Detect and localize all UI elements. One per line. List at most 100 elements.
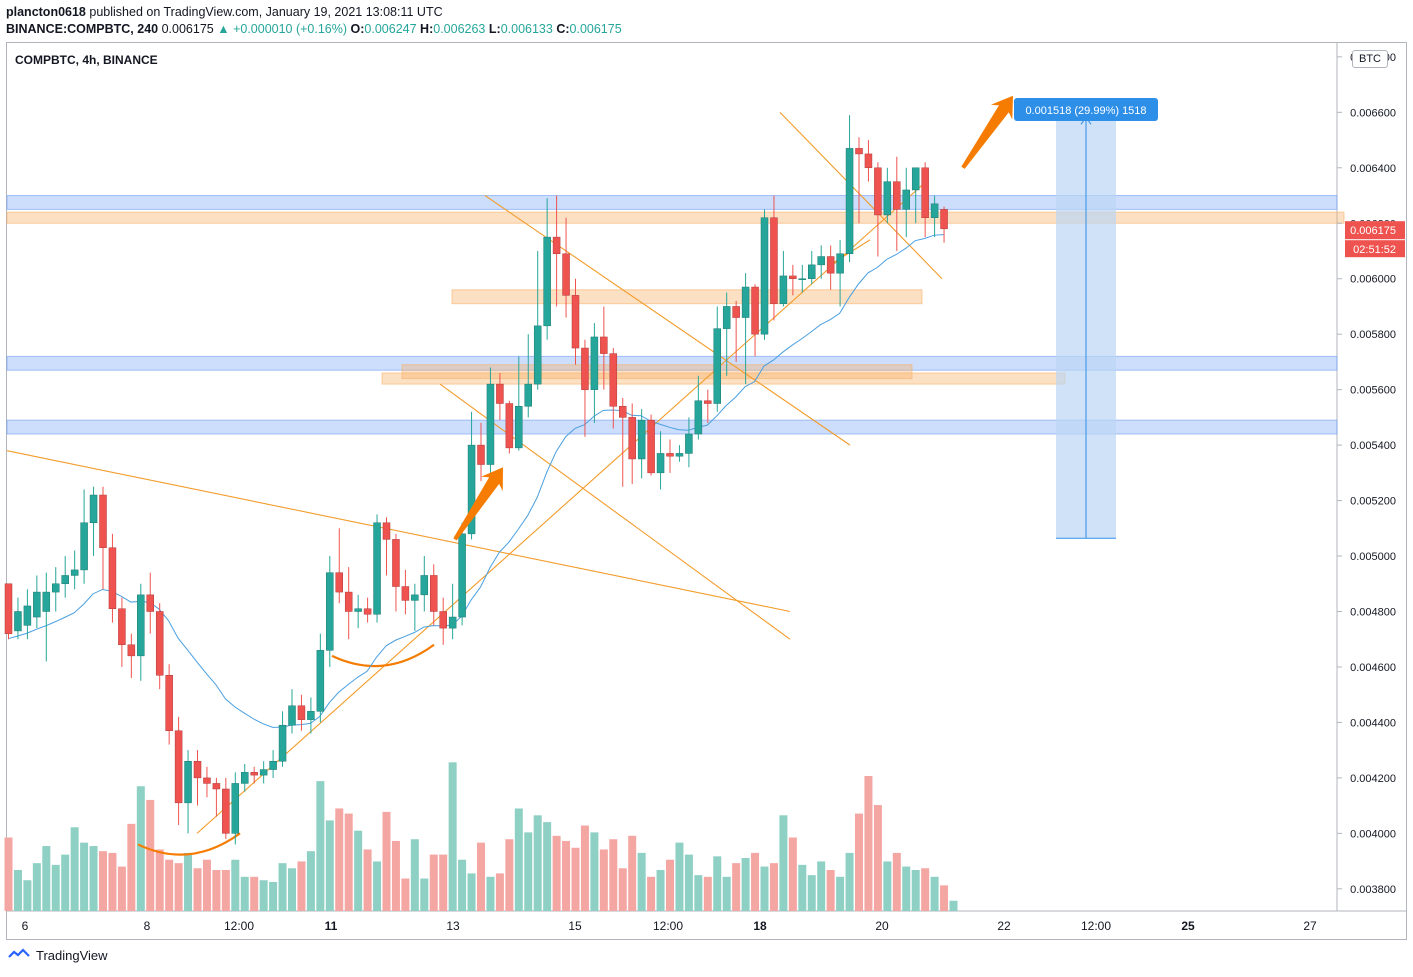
author-name[interactable]: plancton0618 (6, 5, 86, 19)
candle-body (70, 569, 79, 576)
price-axis[interactable]: 0.0068000.0066000.0064000.0062000.006000… (1337, 52, 1405, 896)
price-tick-label: 0.004600 (1350, 662, 1396, 674)
candle-body (382, 522, 391, 540)
candle (316, 633, 325, 723)
price-tick-label: 0.004200 (1350, 773, 1396, 785)
volume-bar (656, 869, 665, 911)
candle (89, 486, 98, 557)
candle (448, 583, 457, 640)
candle-body (864, 153, 873, 169)
candle-body (940, 209, 948, 230)
candle-body (174, 730, 183, 804)
candle-body (789, 275, 797, 279)
candle (42, 572, 51, 662)
volume-bar (269, 881, 278, 911)
candle-body (770, 217, 778, 304)
volume-bar (61, 854, 70, 911)
open-value: 0.006247 (364, 22, 417, 36)
volume-bar (911, 869, 920, 911)
volume-bar (836, 876, 845, 911)
price-tick-label: 0.004800 (1350, 606, 1396, 618)
tradingview-footer[interactable]: TradingView (8, 948, 108, 963)
candle (222, 777, 230, 839)
volume-bar (42, 846, 51, 911)
candle-body (241, 772, 249, 784)
volume-bar (873, 805, 882, 911)
candle (411, 583, 419, 631)
candle-body (212, 783, 221, 790)
candle-body (477, 444, 485, 465)
price-range-measure[interactable]: 0.001518 (29.99%) 1518 (1014, 98, 1158, 539)
candle-body (354, 608, 362, 612)
resistance-zone-blue (6, 195, 1338, 210)
candle (307, 697, 315, 734)
resistance-zone-blue (6, 419, 1338, 435)
candle (902, 167, 910, 238)
candle-body (921, 167, 929, 218)
volume-bar (543, 822, 552, 911)
candle (392, 533, 400, 612)
last-price-badge (1345, 221, 1405, 240)
last-price: 0.006175 (161, 22, 214, 36)
candle-body (486, 383, 495, 465)
candle (420, 556, 429, 612)
price-tick-label: 0.005000 (1350, 551, 1396, 563)
volume-bar (202, 859, 211, 911)
candle-body (80, 522, 88, 571)
volume-bar (609, 839, 618, 911)
volume-bar (288, 868, 296, 911)
time-tick-label: 22 (997, 919, 1011, 933)
candle-body (401, 586, 410, 601)
candle (99, 486, 107, 590)
candle-body (411, 594, 419, 601)
currency-button[interactable]: BTC (1352, 50, 1388, 68)
candle-body (61, 575, 69, 585)
candle-body (552, 236, 561, 255)
candle-body (420, 575, 429, 596)
close-value: 0.006175 (569, 22, 622, 36)
volume-bar (533, 815, 542, 911)
candle-body (458, 533, 466, 618)
candle-body (99, 494, 107, 548)
candle (722, 292, 731, 376)
high-label: H: (420, 22, 434, 36)
price-tick-label: 0.005800 (1350, 329, 1396, 341)
volume-bar (108, 852, 117, 911)
time-axis[interactable]: 6 8 12:00 11 13 15 12:00 18 20 22 12:00 25 27 (22, 919, 1317, 933)
volume-bar (495, 873, 504, 911)
candle (770, 195, 778, 321)
candle (552, 195, 561, 307)
orange-arrow-icon (453, 467, 503, 541)
support-resistance-zones (6, 195, 1345, 435)
candle (212, 777, 221, 817)
candle-body (760, 217, 769, 335)
candle (713, 306, 721, 412)
candle (515, 356, 523, 451)
arrow-shape (453, 467, 503, 541)
candle-body (344, 591, 353, 612)
volume-bar (325, 820, 334, 911)
candle (685, 417, 693, 468)
candle-body (694, 400, 703, 435)
candle-body (722, 306, 731, 329)
candle (363, 597, 372, 623)
volume-bar (599, 849, 608, 911)
candle-body (704, 400, 712, 404)
candle (600, 306, 608, 390)
candle (921, 162, 929, 238)
volume-bar (949, 900, 958, 911)
candle (751, 284, 759, 357)
candle (741, 273, 750, 385)
volume-bar (174, 863, 183, 911)
candle-body (902, 189, 910, 210)
volume-bar (713, 856, 722, 911)
candle (760, 209, 769, 340)
candle (543, 198, 551, 340)
candle (118, 597, 126, 667)
time-tick-label: 20 (875, 919, 889, 933)
candle (193, 750, 202, 806)
candle-body (4, 583, 13, 634)
volume-bars (4, 762, 958, 911)
candle (666, 439, 674, 473)
